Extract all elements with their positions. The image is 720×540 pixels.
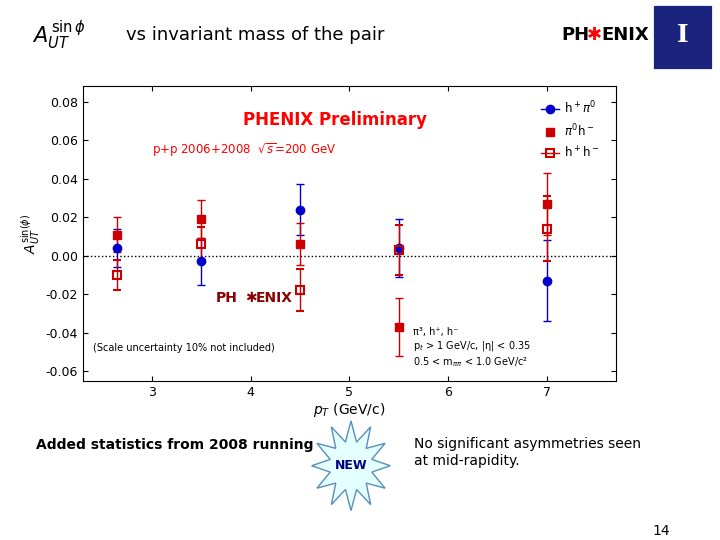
Text: ✱: ✱ bbox=[587, 26, 602, 44]
Text: (Scale uncertainty 10% not included): (Scale uncertainty 10% not included) bbox=[94, 343, 275, 353]
Text: $A_{UT}^{\,\sin\phi}$: $A_{UT}^{\,\sin\phi}$ bbox=[32, 18, 86, 52]
Text: PH: PH bbox=[562, 26, 590, 44]
Text: No significant asymmetries seen
at mid-rapidity.: No significant asymmetries seen at mid-r… bbox=[414, 437, 641, 468]
Text: PHENIX Preliminary: PHENIX Preliminary bbox=[243, 111, 427, 129]
Text: vs invariant mass of the pair: vs invariant mass of the pair bbox=[126, 26, 384, 44]
Text: ENIX: ENIX bbox=[256, 291, 293, 305]
Y-axis label: $A_{UT}^{\sin(\phi)}$: $A_{UT}^{\sin(\phi)}$ bbox=[19, 213, 42, 254]
Polygon shape bbox=[312, 421, 390, 511]
Text: ✱: ✱ bbox=[246, 291, 257, 305]
Text: NEW: NEW bbox=[335, 459, 367, 472]
Text: ENIX: ENIX bbox=[601, 26, 649, 44]
Text: p+p 2006+2008  $\sqrt{s}$=200 GeV: p+p 2006+2008 $\sqrt{s}$=200 GeV bbox=[152, 141, 336, 159]
FancyBboxPatch shape bbox=[652, 4, 713, 71]
X-axis label: $p_T$ (GeV/c): $p_T$ (GeV/c) bbox=[313, 401, 385, 420]
Text: Added statistics from 2008 running: Added statistics from 2008 running bbox=[36, 438, 313, 453]
Legend: h$^+\pi^0$, $\pi^0$h$^-$, h$^+$h$^-$: h$^+\pi^0$, $\pi^0$h$^-$, h$^+$h$^-$ bbox=[536, 95, 604, 165]
Text: I: I bbox=[677, 23, 688, 47]
Text: PH: PH bbox=[216, 291, 238, 305]
Text: 14: 14 bbox=[652, 524, 670, 538]
Text: π³, h⁺, h⁻
p$_t$ > 1 GeV/c, |η| < 0.35
0.5 < m$_{ππ}$ < 1.0 GeV/c²: π³, h⁺, h⁻ p$_t$ > 1 GeV/c, |η| < 0.35 0… bbox=[413, 327, 531, 369]
